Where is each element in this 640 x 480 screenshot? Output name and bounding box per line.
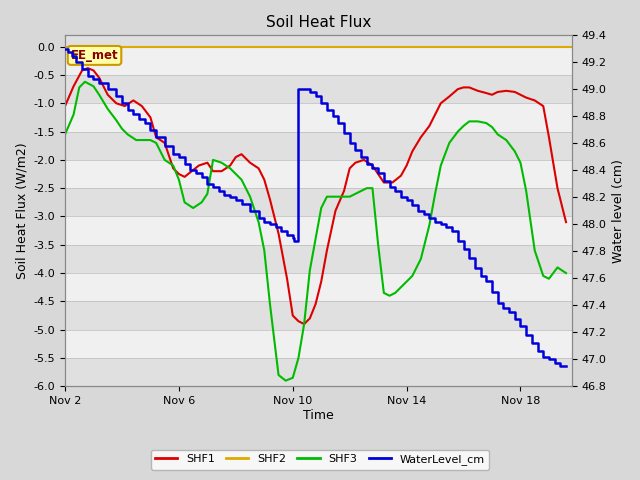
Bar: [65, 103, 572, 132]
Bar: [65, 330, 572, 358]
Y-axis label: Water level (cm): Water level (cm): [612, 159, 625, 263]
Bar: [65, 47, 572, 75]
Bar: [65, 216, 572, 245]
Legend: SHF1, SHF2, SHF3, WaterLevel_cm: SHF1, SHF2, SHF3, WaterLevel_cm: [151, 450, 489, 469]
X-axis label: Time: Time: [303, 409, 333, 422]
Text: EE_met: EE_met: [71, 49, 118, 62]
Bar: [65, 160, 572, 188]
Bar: [65, 273, 572, 301]
Title: Soil Heat Flux: Soil Heat Flux: [266, 15, 371, 30]
Y-axis label: Soil Heat Flux (W/m2): Soil Heat Flux (W/m2): [15, 143, 28, 279]
